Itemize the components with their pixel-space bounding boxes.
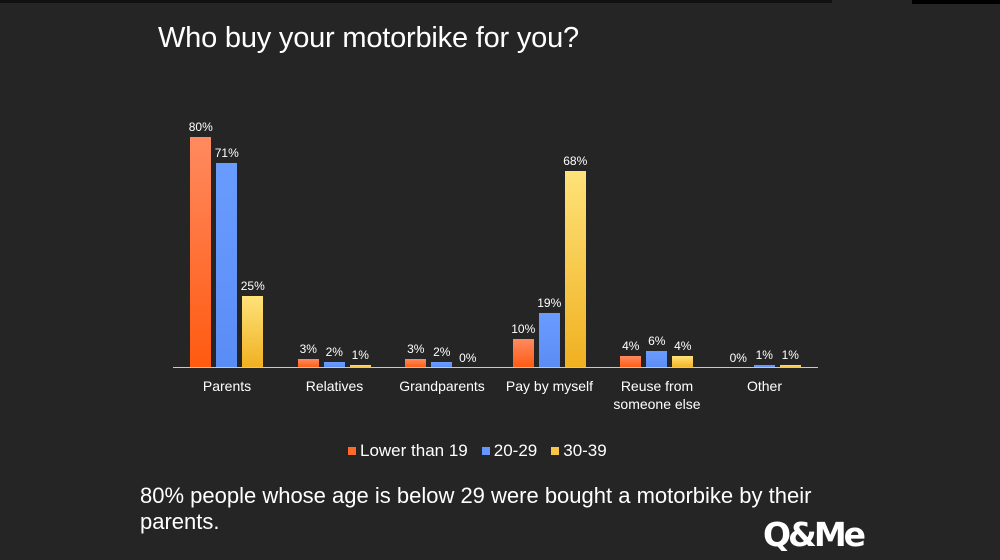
data-label: 1% (351, 348, 369, 362)
data-label: 1% (755, 348, 773, 362)
bar-reuse-from-someone-else-lower-than-19 (620, 356, 642, 368)
bar-relatives-20-29 (323, 362, 345, 368)
category-label-parents: Parents (202, 378, 252, 394)
top-edge-bar-right (912, 0, 1000, 4)
category-label-pay-by-myself: Pay by myself (505, 378, 594, 394)
bar-other-20-29 (753, 365, 775, 368)
data-label: 4% (674, 339, 692, 353)
data-label: 6% (648, 334, 666, 348)
legend-label: 30-39 (563, 441, 607, 460)
bar-pay-by-myself-20-29 (538, 313, 560, 368)
category-label-reuse-from-someone-else: Reuse from someone else (613, 378, 701, 412)
category-label-other: Other (746, 378, 782, 394)
bar-parents-lower-than-19 (190, 137, 212, 368)
legend-label: Lower than 19 (360, 441, 468, 460)
legend-swatch-icon (481, 447, 490, 455)
qandme-logo: Q&Me (763, 515, 866, 554)
plot-area: 80% 71% 25% 3% 2% 1% 3% 2% 0% 10% 19% 68% 4% 6% 4% 0% 1%… (173, 100, 818, 368)
bar-pay-by-myself-30-39 (564, 171, 586, 368)
top-edge-bar (0, 0, 832, 3)
data-label: 4% (622, 339, 640, 353)
bar-parents-20-29 (216, 163, 238, 368)
legend-swatch-icon (348, 447, 356, 455)
bar-other-30-39 (779, 365, 801, 368)
data-label: 3% (407, 342, 425, 356)
data-label: 71% (214, 146, 239, 160)
legend-label: 20-29 (493, 441, 538, 460)
bar-relatives-30-39 (349, 365, 371, 368)
data-label: 2% (325, 345, 343, 359)
data-label: 0% (729, 351, 747, 365)
caption-text: 80% people whose age is below 29 were bo… (140, 483, 812, 534)
bar-parents-30-39 (242, 296, 264, 368)
data-label: 10% (511, 322, 536, 336)
legend-swatch-icon (551, 447, 560, 455)
data-label: 3% (299, 342, 317, 356)
data-label: 0% (459, 351, 477, 365)
legend-item-20-29: 20-29 (481, 441, 538, 461)
bar-grandparents-lower-than-19 (405, 359, 427, 368)
legend-item-30-39: 30-39 (551, 441, 607, 461)
bar-reuse-from-someone-else-20-29 (646, 351, 668, 368)
bar-grandparents-20-29 (431, 362, 453, 368)
data-label: 1% (781, 348, 799, 362)
bar-relatives-lower-than-19 (297, 359, 319, 368)
legend: Lower than 19 20-29 30-39 (348, 441, 621, 461)
data-label: 2% (433, 345, 451, 359)
data-label: 68% (563, 154, 588, 168)
bar-reuse-from-someone-else-30-39 (672, 356, 694, 368)
data-label: 19% (537, 296, 562, 310)
data-label: 25% (240, 279, 265, 293)
category-label-grandparents: Grandparents (399, 378, 485, 394)
chart-title: Who buy your motorbike for you? (158, 22, 579, 54)
legend-item-lower-than-19: Lower than 19 (348, 441, 468, 461)
bar-pay-by-myself-lower-than-19 (512, 339, 534, 368)
data-label: 80% (188, 120, 213, 134)
x-axis-line (173, 367, 818, 368)
category-label-relatives: Relatives (305, 378, 364, 394)
